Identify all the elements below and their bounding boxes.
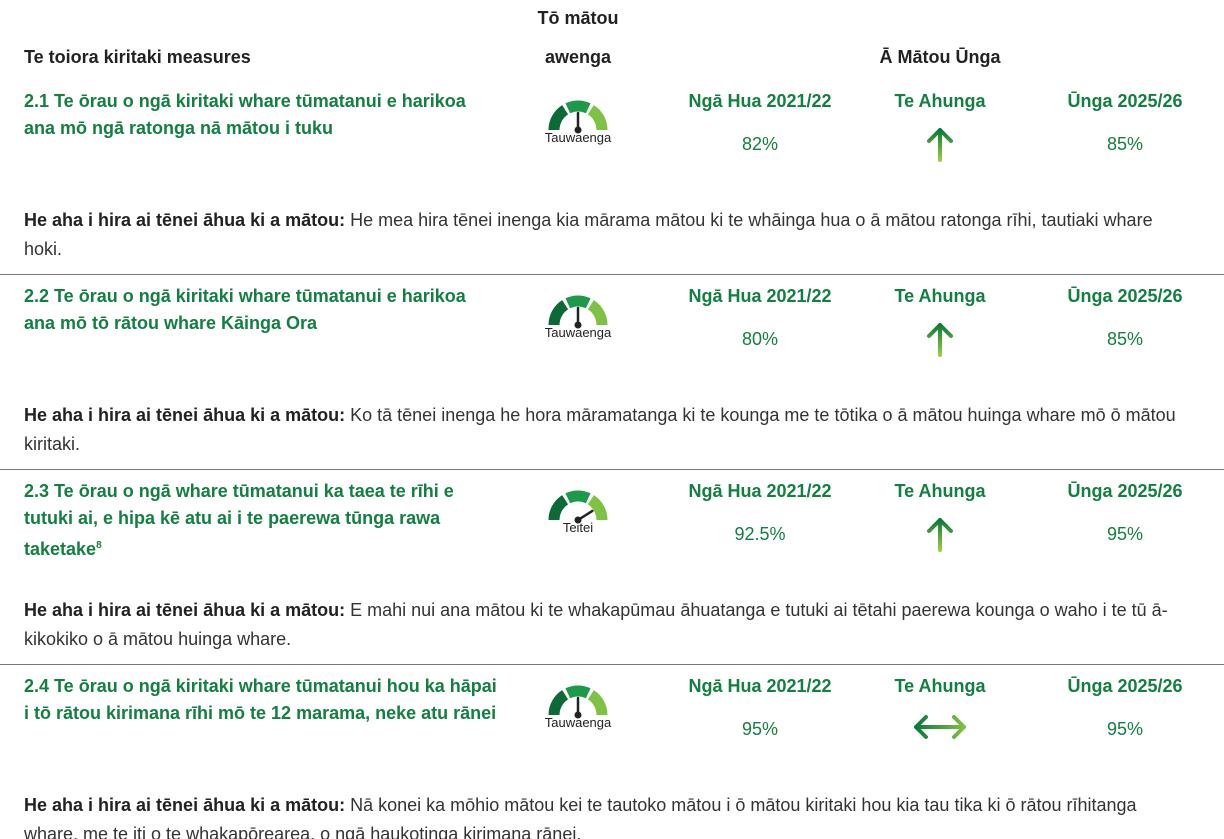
result-label: Ngā Hua 2021/22 [688, 91, 832, 111]
why-text: He aha i hira ai tēnei āhua ki a mātou: … [24, 206, 1194, 264]
why-label: He aha i hira ai tēnei āhua ki a mātou: [24, 405, 346, 425]
target-label: Ūnga 2025/26 [1067, 286, 1183, 306]
gauge-label: Tauwaenga [544, 715, 612, 730]
arrow-part [927, 323, 953, 357]
target-label: Ūnga 2025/26 [1067, 91, 1183, 111]
gauge-label: Tauwaenga [544, 325, 612, 340]
measure-title: 2.4 Te ōrau o ngā kiritaki whare tūmatan… [24, 673, 499, 727]
title-text: 2.2 Te ōrau o ngā kiritaki whare tūmatan… [24, 286, 466, 333]
measure-row: 2.1 Te ōrau o ngā kiritaki whare tūmatan… [0, 80, 1224, 274]
arrow-part [927, 518, 953, 552]
target-value: 85% [1106, 329, 1144, 349]
gauge-icon [548, 685, 608, 719]
measure-title: 2.3 Te ōrau o ngā whare tūmatanui ka tae… [24, 478, 499, 563]
measure-row: 2.3 Te ōrau o ngā whare tūmatanui ka tae… [0, 469, 1224, 664]
gauge-icon [548, 295, 608, 329]
gauge-label: Tauwaenga [544, 130, 612, 145]
row-top: 2.4 Te ōrau o ngā kiritaki whare tūmatan… [0, 673, 1224, 777]
gauge-hub [574, 516, 582, 524]
row-top: 2.2 Te ōrau o ngā kiritaki whare tūmatan… [0, 283, 1224, 387]
direction-arrow [927, 323, 953, 357]
target-value: 95% [1106, 524, 1144, 544]
direction-label: Te Ahunga [894, 91, 986, 111]
arrow-part [914, 715, 966, 739]
why-text: He aha i hira ai tēnei āhua ki a mātou: … [24, 596, 1194, 654]
gauge-hub [574, 321, 582, 329]
why-label: He aha i hira ai tēnei āhua ki a mātou: [24, 210, 346, 230]
measure-row: 2.4 Te ōrau o ngā kiritaki whare tūmatan… [0, 664, 1224, 839]
row-top: 2.3 Te ōrau o ngā whare tūmatanui ka tae… [0, 478, 1224, 582]
gauge-segment [565, 490, 591, 504]
title-text: 2.4 Te ōrau o ngā kiritaki whare tūmatan… [24, 676, 497, 723]
direction-label: Te Ahunga [894, 481, 986, 501]
gauge-segment [548, 495, 569, 521]
result-value: 95% [741, 719, 779, 739]
why-text: He aha i hira ai tēnei āhua ki a mātou: … [24, 791, 1194, 839]
gauge-label: Teitei [562, 520, 594, 535]
title-text: 2.1 Te ōrau o ngā kiritaki whare tūmatan… [24, 91, 466, 138]
gauge-segment [565, 100, 591, 114]
result-label: Ngā Hua 2021/22 [688, 676, 832, 696]
arrow-part [927, 128, 953, 162]
direction-label: Te Ahunga [894, 676, 986, 696]
why-body: E mahi nui ana mātou ki te whakapūmau āh… [24, 600, 1168, 649]
why-body: Ko tā tēnei inenga he hora māramatanga k… [24, 405, 1176, 454]
footnote: 8 [96, 540, 102, 551]
header-unga: Ā Mātou Ūnga [879, 47, 1001, 67]
direction-label: Te Ahunga [894, 286, 986, 306]
target-label: Ūnga 2025/26 [1067, 481, 1183, 501]
gauge-segment [548, 300, 569, 326]
gauge-segment [587, 300, 608, 326]
gauge-icon [548, 100, 608, 134]
why-label: He aha i hira ai tēnei āhua ki a mātou: [24, 600, 346, 620]
result-value: 92.5% [734, 524, 786, 544]
gauge-hub [574, 126, 582, 134]
direction-arrow [927, 518, 953, 552]
gauge-segment [587, 495, 608, 521]
gauge-segment [548, 690, 569, 716]
why-body: Nā konei ka mōhio mātou kei te tautoko m… [24, 795, 1137, 839]
target-value: 95% [1106, 719, 1144, 739]
result-label: Ngā Hua 2021/22 [688, 286, 832, 306]
gauge-icon [548, 490, 608, 524]
title-text: 2.3 Te ōrau o ngā whare tūmatanui ka tae… [24, 481, 454, 559]
header-measures: Te toiora kiritaki measures [24, 47, 251, 67]
result-label: Ngā Hua 2021/22 [688, 481, 832, 501]
measure-title: 2.2 Te ōrau o ngā kiritaki whare tūmatan… [24, 283, 499, 337]
gauge-hub [574, 711, 582, 719]
why-label: He aha i hira ai tēnei āhua ki a mātou: [24, 795, 346, 815]
measure-title: 2.1 Te ōrau o ngā kiritaki whare tūmatan… [24, 88, 499, 142]
target-label: Ūnga 2025/26 [1067, 676, 1183, 696]
gauge-segment [565, 295, 591, 309]
gauge-segment [565, 685, 591, 699]
result-value: 80% [741, 329, 779, 349]
rows: 2.1 Te ōrau o ngā kiritaki whare tūmatan… [0, 80, 1224, 839]
measure-row: 2.2 Te ōrau o ngā kiritaki whare tūmatan… [0, 274, 1224, 469]
gauge-segment [587, 690, 608, 716]
direction-arrow [914, 715, 966, 739]
why-body: He mea hira tēnei inenga kia mārama māto… [24, 210, 1153, 259]
gauge-segment [587, 105, 608, 131]
direction-arrow [927, 128, 953, 162]
result-value: 82% [741, 134, 779, 154]
gauge-segment [548, 105, 569, 131]
header-awenga: awenga [544, 47, 612, 67]
row-top: 2.1 Te ōrau o ngā kiritaki whare tūmatan… [0, 88, 1224, 192]
target-value: 85% [1106, 134, 1144, 154]
why-text: He aha i hira ai tēnei āhua ki a mātou: … [24, 401, 1194, 459]
header-awenga: Tō mātou [537, 8, 619, 28]
